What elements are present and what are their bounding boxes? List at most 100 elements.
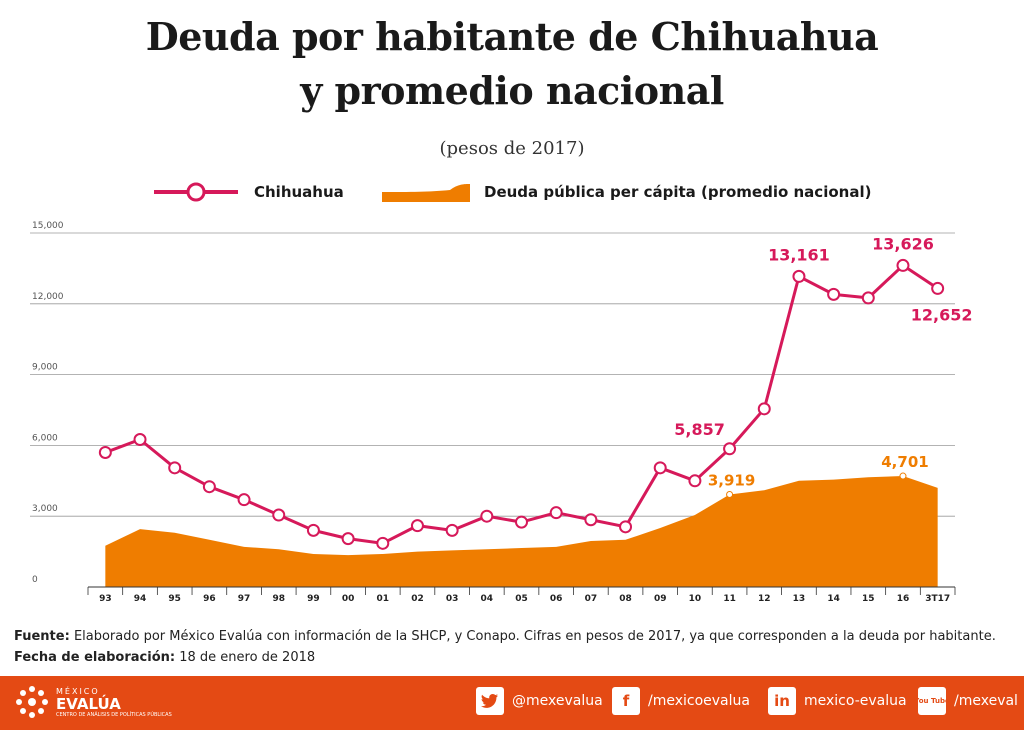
date-text: 18 de enero de 2018 (179, 650, 316, 665)
y-tick-label: 3,000 (32, 504, 58, 514)
twitter-link[interactable]: @mexevalua (476, 687, 603, 715)
x-tick-label: 00 (342, 594, 355, 604)
youtube-icon: You Tube (914, 687, 950, 715)
chihuahua-point (168, 461, 182, 475)
chihuahua-point (237, 493, 251, 507)
x-tick-label: 95 (168, 594, 181, 604)
national-data-label: 3,919 (708, 472, 755, 490)
brand-line-2: EVALÚA (56, 694, 121, 713)
chihuahua-point (480, 509, 494, 523)
chihuahua-point (202, 480, 216, 494)
starburst-logo-icon (16, 686, 48, 718)
x-tick-label: 07 (585, 594, 598, 604)
chihuahua-point (376, 536, 390, 550)
footer-bar: MÉXICO EVALÚA CENTRO DE ANÁLISIS DE POLÍ… (0, 676, 1024, 730)
chart-subtitle: (pesos de 2017) (439, 138, 585, 159)
source-label: Fuente: (14, 629, 70, 644)
chihuahua-point (723, 442, 737, 456)
x-tick-label: 99 (307, 594, 320, 604)
date-label: Fecha de elaboración: (14, 650, 176, 665)
title-line-1: Deuda por habitante de Chihuahua (145, 14, 879, 59)
chihuahua-data-label: 13,626 (872, 234, 934, 253)
x-tick-label: 08 (619, 594, 632, 604)
brand-line-3: CENTRO DE ANÁLISIS DE POLÍTICAS PÚBLICAS (56, 711, 172, 718)
title-line-2: y promedio nacional (300, 68, 724, 113)
brand-line-1: MÉXICO (56, 686, 100, 696)
chihuahua-point (792, 269, 806, 283)
x-tick-label: 03 (446, 594, 459, 604)
linkedin-icon: in (768, 687, 796, 715)
x-tick-label: 15 (862, 594, 875, 604)
chihuahua-point (133, 433, 147, 446)
youtube-handle: /mexeval (954, 693, 1018, 709)
youtube-link[interactable]: You Tube /mexeval (914, 687, 1018, 715)
x-tick-label: 01 (377, 594, 390, 604)
x-tick-label: 12 (758, 594, 771, 604)
data-labels: 5,857 13,161 13,626 12,652 3,919 4,701 (674, 234, 973, 499)
chihuahua-point (653, 461, 667, 475)
twitter-handle: @mexevalua (512, 693, 603, 709)
x-tick-label: 02 (411, 594, 424, 604)
footer-notes: Fuente: Elaborado por México Evalúa con … (14, 626, 996, 668)
legend-label-national: Deuda pública per cápita (promedio nacio… (484, 183, 872, 201)
chihuahua-point (619, 520, 633, 534)
x-tick-label: 11 (723, 594, 736, 604)
chihuahua-point (272, 508, 286, 522)
national-label-marker (899, 472, 907, 480)
national-data-label: 4,701 (881, 453, 928, 471)
source-note: Fuente: Elaborado por México Evalúa con … (14, 626, 996, 647)
chihuahua-point (549, 506, 563, 520)
chihuahua-data-label: 13,161 (768, 245, 830, 264)
line-area-chart: 0 3,000 6,000 9,000 12,000 15,000 93 94 95 96 97 9… (30, 221, 973, 604)
legend-item-chihuahua: Chihuahua (150, 180, 344, 204)
chihuahua-point (931, 281, 945, 295)
x-tick-label: 13 (793, 594, 806, 604)
x-tick-label: 96 (203, 594, 216, 604)
y-tick-label: 6,000 (32, 433, 58, 443)
chihuahua-line-series (98, 258, 945, 550)
chihuahua-point (827, 287, 841, 301)
chihuahua-point (341, 532, 355, 546)
x-tick-label: 97 (238, 594, 251, 604)
chihuahua-point (445, 523, 459, 537)
chihuahua-point (861, 291, 875, 305)
chihuahua-point (410, 519, 424, 533)
y-tick-label: 15,000 (32, 221, 64, 231)
chihuahua-point (515, 515, 528, 529)
linkedin-handle: mexico-evalua (804, 693, 907, 709)
chihuahua-point (896, 258, 910, 272)
chihuahua-data-label: 12,652 (911, 305, 973, 324)
chart-title: Deuda por habitante de Chihuahua y prome… (0, 10, 1024, 118)
national-area-swatch-icon (382, 184, 470, 202)
national-label-marker (726, 491, 734, 499)
mexico-evalua-logo: MÉXICO EVALÚA CENTRO DE ANÁLISIS DE POLÍ… (14, 684, 172, 720)
date-note: Fecha de elaboración: 18 de enero de 201… (14, 647, 996, 668)
national-area-series (105, 476, 938, 587)
y-tick-label: 9,000 (32, 363, 58, 373)
y-tick-label: 12,000 (32, 292, 64, 302)
y-tick-label: 0 (32, 575, 38, 585)
x-tick-label: 98 (272, 594, 285, 604)
linkedin-link[interactable]: in mexico-evalua (768, 687, 907, 715)
x-tick-label: 06 (550, 594, 563, 604)
chihuahua-point (306, 523, 320, 537)
facebook-link[interactable]: f /mexicoevalua (612, 687, 750, 715)
twitter-icon (476, 687, 504, 715)
legend-label-chihuahua: Chihuahua (254, 183, 344, 201)
legend-item-national: Deuda pública per cápita (promedio nacio… (380, 180, 871, 204)
chihuahua-data-label: 5,857 (674, 420, 725, 439)
x-axis: 93 94 95 96 97 98 99 00 01 02 03 04 05 06 07 08 09 10 11 12… (87, 586, 956, 604)
chihuahua-point (98, 445, 112, 459)
x-tick-label: 09 (654, 594, 667, 604)
x-tick-label: 16 (897, 594, 910, 604)
x-tick-label: 04 (481, 594, 494, 604)
x-tick-label: 05 (515, 594, 528, 604)
chihuahua-point (757, 402, 771, 416)
x-tick-label: 94 (134, 594, 147, 604)
source-text: Elaborado por México Evalúa con informac… (73, 629, 996, 644)
x-tick-label: 3T17 (925, 594, 950, 604)
x-tick-label: 14 (827, 594, 840, 604)
x-tick-label: 93 (99, 594, 112, 604)
chihuahua-point (688, 474, 702, 488)
chihuahua-point (584, 513, 598, 527)
